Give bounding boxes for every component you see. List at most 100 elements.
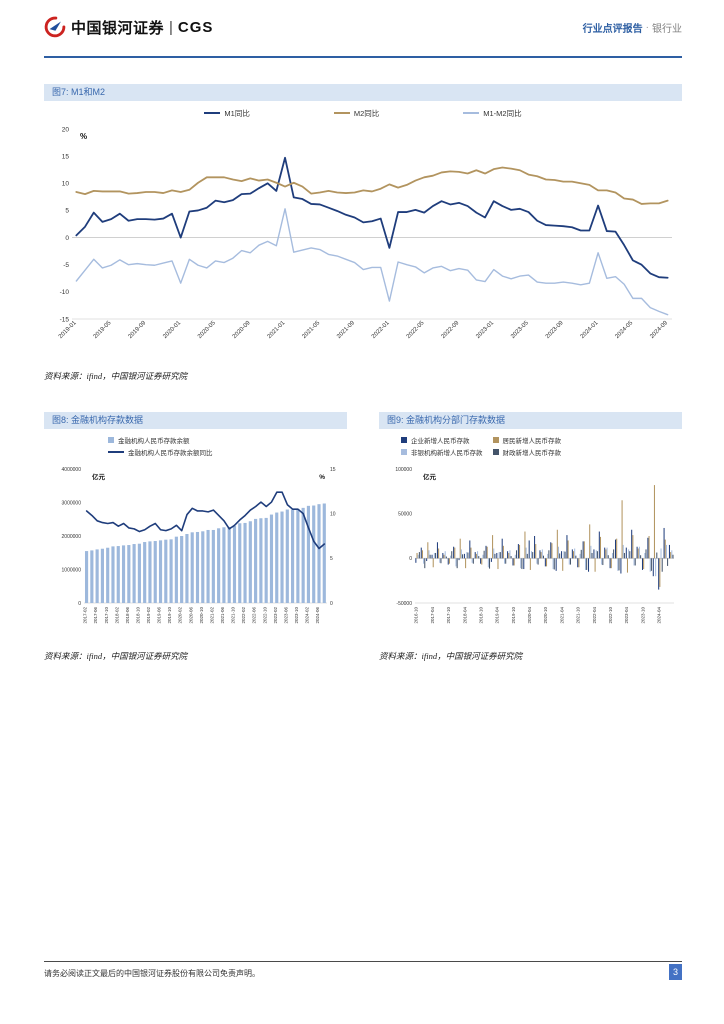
figure-8: 图8: 金融机构存款数据 金融机构人民币存款余额 金融机构人民币存款余额同比 0 1… — [44, 412, 347, 662]
svg-text:2019-05: 2019-05 — [93, 320, 113, 340]
svg-text:2019-10: 2019-10 — [511, 606, 516, 623]
svg-text:2020-06: 2020-06 — [188, 606, 193, 623]
svg-text:10: 10 — [62, 180, 70, 187]
svg-text:2000000: 2000000 — [62, 534, 82, 540]
svg-text:2023-05: 2023-05 — [510, 320, 530, 340]
svg-text:1000000: 1000000 — [62, 567, 82, 573]
svg-text:2018-06: 2018-06 — [125, 606, 130, 623]
figure-9-legend: 企业新增人民币存款 居民新增人民币存款非银机构新增人民币存款 财政新增人民币存款 — [401, 435, 682, 461]
legend-swatch-icon — [108, 450, 124, 453]
brand-suffix: CGS — [177, 18, 214, 36]
figure-7-title: 图7: M1和M2 — [44, 84, 682, 101]
svg-text:2024-04: 2024-04 — [657, 606, 662, 623]
svg-text:2022-04: 2022-04 — [592, 606, 597, 623]
report-meta: 行业点评报告 · 银行业 — [583, 20, 682, 35]
svg-text:100000: 100000 — [395, 467, 412, 473]
figure-8-chart: 0 1000000 2000000 3000000 4000000 0 5 10 15 亿元 % 20… — [62, 467, 336, 624]
svg-text:2021-10: 2021-10 — [231, 606, 236, 623]
svg-text:%: % — [80, 132, 87, 141]
legend-item: M1-M2同比 — [463, 108, 522, 119]
svg-text:2019-02: 2019-02 — [146, 606, 151, 623]
svg-text:2022-01: 2022-01 — [371, 320, 391, 340]
svg-text:2024-01: 2024-01 — [580, 320, 600, 340]
figure-7-source: 资料来源：ifind，中国银河证券研究院 — [44, 370, 188, 381]
svg-text:0: 0 — [409, 556, 412, 562]
svg-text:2024-02: 2024-02 — [305, 606, 310, 623]
svg-text:20: 20 — [62, 126, 70, 133]
svg-text:2020-09: 2020-09 — [232, 320, 252, 340]
svg-text:50000: 50000 — [398, 511, 412, 517]
svg-text:0: 0 — [65, 235, 69, 242]
svg-text:2019-09: 2019-09 — [128, 320, 148, 340]
figure-9: 图9: 金融机构分部门存款数据 企业新增人民币存款 居民新增人民币存款 非银机构新增… — [379, 412, 682, 662]
svg-text:2021-04: 2021-04 — [559, 606, 564, 623]
svg-text:2020-10: 2020-10 — [543, 606, 548, 623]
legend-item: 企业新增人民币存款 — [401, 435, 483, 445]
svg-text:2023-01: 2023-01 — [475, 320, 495, 340]
svg-text:2020-04: 2020-04 — [527, 606, 532, 623]
svg-text:2022-05: 2022-05 — [406, 320, 426, 340]
svg-text:2022-10: 2022-10 — [608, 606, 613, 623]
svg-text:2022-09: 2022-09 — [441, 320, 461, 340]
legend-label: 居民新增人民币存款 — [502, 437, 562, 445]
legend-item: 金融机构人民币存款余额 — [108, 435, 347, 445]
legend-label: 非银机构新增人民币存款 — [411, 449, 483, 457]
page-number: 3 — [669, 964, 682, 980]
svg-text:2018-02: 2018-02 — [114, 606, 119, 623]
legend-swatch-icon — [108, 436, 114, 443]
figure-7-legend: M1同比 M2同比 M1-M2同比 — [44, 108, 682, 119]
legend-label: 财政新增人民币存款 — [502, 449, 562, 457]
legend-swatch-icon — [492, 436, 499, 443]
legend-label: M1同比 — [224, 108, 250, 118]
svg-text:2016-10: 2016-10 — [414, 606, 419, 623]
svg-text:2019-06: 2019-06 — [157, 606, 162, 623]
figure-9-source: 资料来源：ifind，中国银河证券研究院 — [379, 650, 523, 661]
header-rule — [44, 56, 682, 58]
svg-text:4000000: 4000000 — [62, 467, 82, 473]
meta-separator: · — [645, 21, 649, 33]
legend-swatch-icon — [401, 436, 407, 443]
svg-text:2021-09: 2021-09 — [336, 320, 356, 340]
svg-text:15: 15 — [330, 467, 336, 473]
legend-item: 金融机构人民币存款余额同比 — [108, 447, 347, 457]
svg-text:2023-06: 2023-06 — [283, 606, 288, 623]
brand-divider: | — [169, 18, 173, 36]
legend-label: 企业新增人民币存款 — [411, 437, 470, 445]
figure-7: 图7: M1和M2 M1同比 M2同比 M1-M2同比 -15 -10 -5 0 5 10 15… — [44, 84, 682, 382]
svg-text:2019-10: 2019-10 — [167, 606, 172, 623]
svg-text:5: 5 — [65, 208, 69, 215]
svg-text:2022-10: 2022-10 — [262, 606, 267, 623]
svg-text:-5: -5 — [63, 262, 69, 269]
svg-text:2018-10: 2018-10 — [478, 606, 483, 623]
svg-text:2021-02: 2021-02 — [209, 606, 214, 623]
svg-text:2020-01: 2020-01 — [162, 320, 182, 340]
svg-text:3000000: 3000000 — [62, 500, 82, 506]
legend-label: 金融机构人民币存款余额 — [118, 437, 190, 445]
svg-text:2024-05: 2024-05 — [614, 320, 634, 340]
page-header: 中国银河证券 | CGS 行业点评报告 · 银行业 — [44, 16, 682, 38]
svg-text:2017-02: 2017-02 — [83, 606, 88, 623]
svg-text:2020-10: 2020-10 — [199, 606, 204, 623]
svg-text:10: 10 — [330, 511, 336, 517]
svg-text:2018-04: 2018-04 — [462, 606, 467, 623]
galaxy-logo-icon — [44, 16, 66, 38]
svg-text:2022-02: 2022-02 — [241, 606, 246, 623]
figure-8-legend: 金融机构人民币存款余额金融机构人民币存款余额同比 — [108, 435, 347, 461]
svg-text:-15: -15 — [60, 316, 70, 323]
svg-text:-10: -10 — [60, 289, 70, 296]
svg-text:%: % — [319, 474, 325, 481]
svg-text:2017-10: 2017-10 — [104, 606, 109, 623]
svg-text:亿元: 亿元 — [92, 472, 106, 481]
svg-text:亿元: 亿元 — [423, 472, 437, 481]
legend-swatch-icon — [333, 112, 350, 115]
legend-swatch-icon — [401, 448, 407, 455]
svg-text:-50000: -50000 — [396, 601, 412, 607]
legend-swatch-icon — [204, 112, 221, 115]
svg-text:2021-10: 2021-10 — [576, 606, 581, 623]
svg-text:2023-09: 2023-09 — [545, 320, 565, 340]
svg-text:2024-06: 2024-06 — [315, 606, 320, 623]
legend-label: M1-M2同比 — [483, 108, 522, 118]
svg-text:2017-10: 2017-10 — [446, 606, 451, 623]
legend-item: 居民新增人民币存款 — [492, 435, 562, 445]
